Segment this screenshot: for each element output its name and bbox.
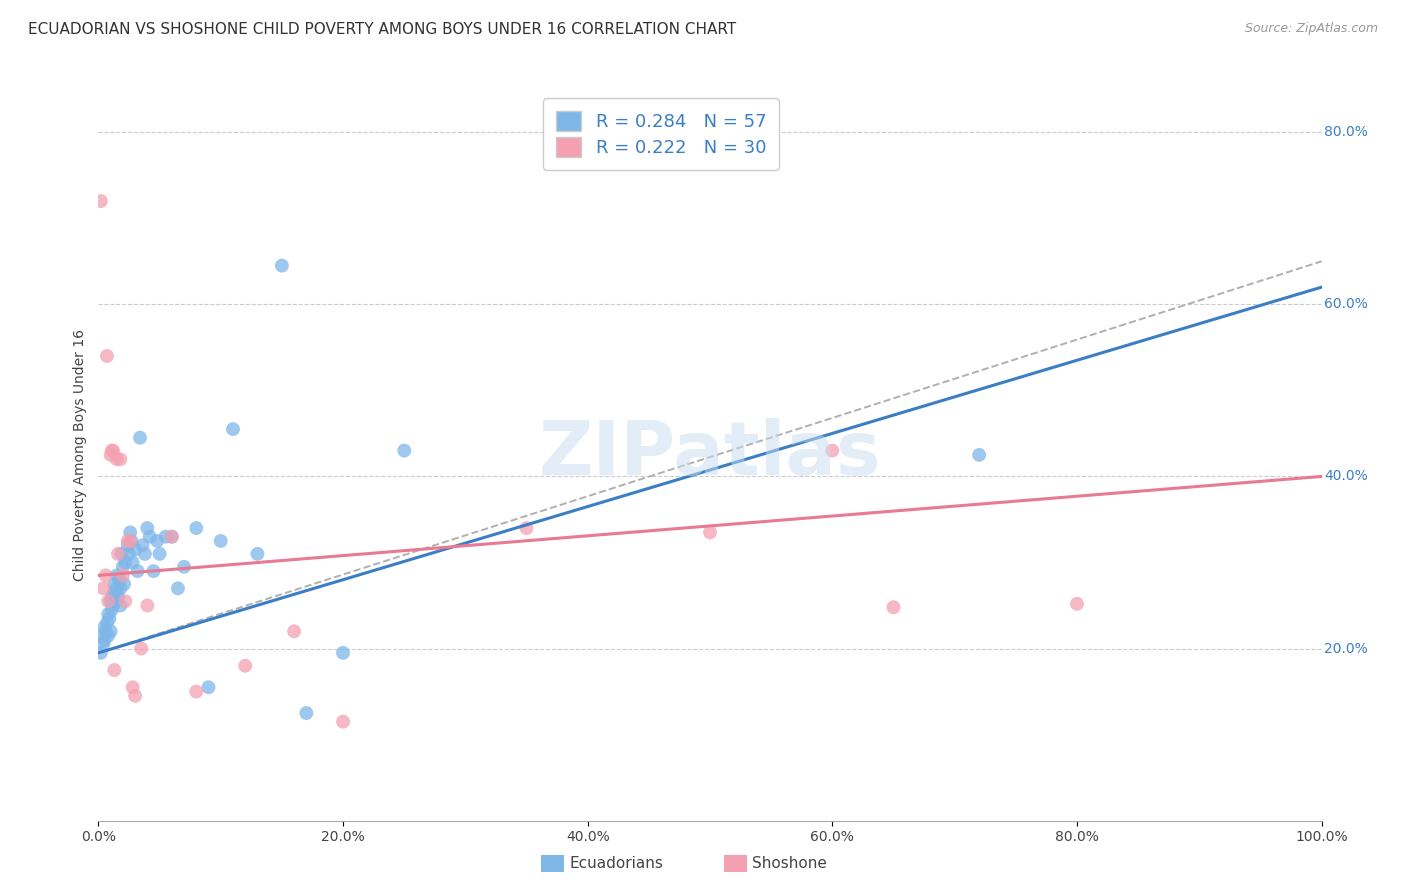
Point — [233, 658, 256, 673]
Point — [110, 599, 132, 613]
Point — [124, 542, 146, 557]
Point — [121, 680, 143, 694]
Point — [129, 431, 152, 445]
Point — [121, 556, 143, 570]
Point — [131, 538, 153, 552]
Point — [120, 533, 142, 548]
Point — [104, 594, 127, 608]
Point — [222, 422, 245, 436]
Point — [114, 556, 136, 570]
Point — [101, 603, 124, 617]
Point — [101, 443, 124, 458]
Text: 80.0%: 80.0% — [1324, 125, 1368, 139]
Point — [97, 607, 120, 621]
Point — [117, 538, 139, 552]
Point — [136, 521, 159, 535]
Point — [103, 585, 125, 599]
Point — [270, 259, 294, 273]
Point — [515, 521, 537, 535]
Point — [90, 194, 112, 208]
Point — [186, 684, 208, 698]
Point — [821, 443, 844, 458]
Point — [91, 629, 114, 643]
Point — [120, 525, 142, 540]
Text: Ecuadorians: Ecuadorians — [569, 856, 664, 871]
Point — [129, 641, 152, 656]
Text: Shoshone: Shoshone — [752, 856, 827, 871]
Point — [160, 530, 183, 544]
Point — [100, 448, 122, 462]
Point — [127, 564, 149, 578]
Point — [134, 547, 156, 561]
Point — [146, 533, 169, 548]
Point — [96, 615, 118, 630]
Point — [139, 530, 162, 544]
Text: ZIPatlas: ZIPatlas — [538, 418, 882, 491]
Point — [93, 632, 115, 647]
Point — [295, 706, 318, 720]
Point — [186, 521, 208, 535]
Point — [105, 452, 128, 467]
Point — [107, 590, 129, 604]
Point — [105, 582, 128, 596]
Point — [1066, 597, 1088, 611]
Point — [112, 577, 135, 591]
Point — [96, 349, 118, 363]
Point — [111, 547, 134, 561]
Point — [114, 594, 136, 608]
Text: 20.0%: 20.0% — [1324, 641, 1368, 656]
Point — [100, 624, 122, 639]
Point — [883, 600, 905, 615]
Point — [392, 443, 416, 458]
Point — [967, 448, 990, 462]
Point — [107, 547, 129, 561]
Point — [103, 663, 125, 677]
Text: 40.0%: 40.0% — [1324, 469, 1368, 483]
Point — [91, 582, 114, 596]
Text: 60.0%: 60.0% — [1324, 297, 1368, 311]
Point — [118, 547, 141, 561]
Point — [94, 624, 117, 639]
Point — [124, 689, 146, 703]
Point — [91, 637, 114, 651]
Point — [103, 577, 125, 591]
Point — [111, 568, 134, 582]
Point — [110, 452, 132, 467]
Point — [142, 564, 165, 578]
Point — [332, 646, 354, 660]
Point — [101, 599, 124, 613]
Legend: R = 0.284   N = 57, R = 0.222   N = 30: R = 0.284 N = 57, R = 0.222 N = 30 — [543, 98, 779, 169]
Y-axis label: Child Poverty Among Boys Under 16: Child Poverty Among Boys Under 16 — [73, 329, 87, 581]
Point — [149, 547, 172, 561]
Point — [155, 530, 177, 544]
Point — [97, 629, 120, 643]
Point — [101, 590, 124, 604]
Point — [209, 533, 232, 548]
Point — [136, 599, 159, 613]
Point — [108, 573, 131, 587]
Point — [101, 443, 124, 458]
Point — [117, 533, 139, 548]
Point — [97, 594, 120, 608]
Point — [94, 568, 117, 582]
Point — [111, 559, 134, 574]
Point — [90, 646, 112, 660]
Text: Source: ZipAtlas.com: Source: ZipAtlas.com — [1244, 22, 1378, 36]
Point — [98, 611, 121, 625]
Point — [100, 594, 122, 608]
Point — [173, 559, 195, 574]
Point — [332, 714, 354, 729]
Point — [283, 624, 305, 639]
Point — [160, 530, 183, 544]
Text: ECUADORIAN VS SHOSHONE CHILD POVERTY AMONG BOYS UNDER 16 CORRELATION CHART: ECUADORIAN VS SHOSHONE CHILD POVERTY AMO… — [28, 22, 737, 37]
Point — [167, 582, 190, 596]
Point — [120, 533, 142, 548]
Point — [110, 582, 132, 596]
Point — [699, 525, 721, 540]
Point — [197, 680, 219, 694]
Point — [105, 568, 128, 582]
Point — [93, 620, 115, 634]
Point — [246, 547, 269, 561]
